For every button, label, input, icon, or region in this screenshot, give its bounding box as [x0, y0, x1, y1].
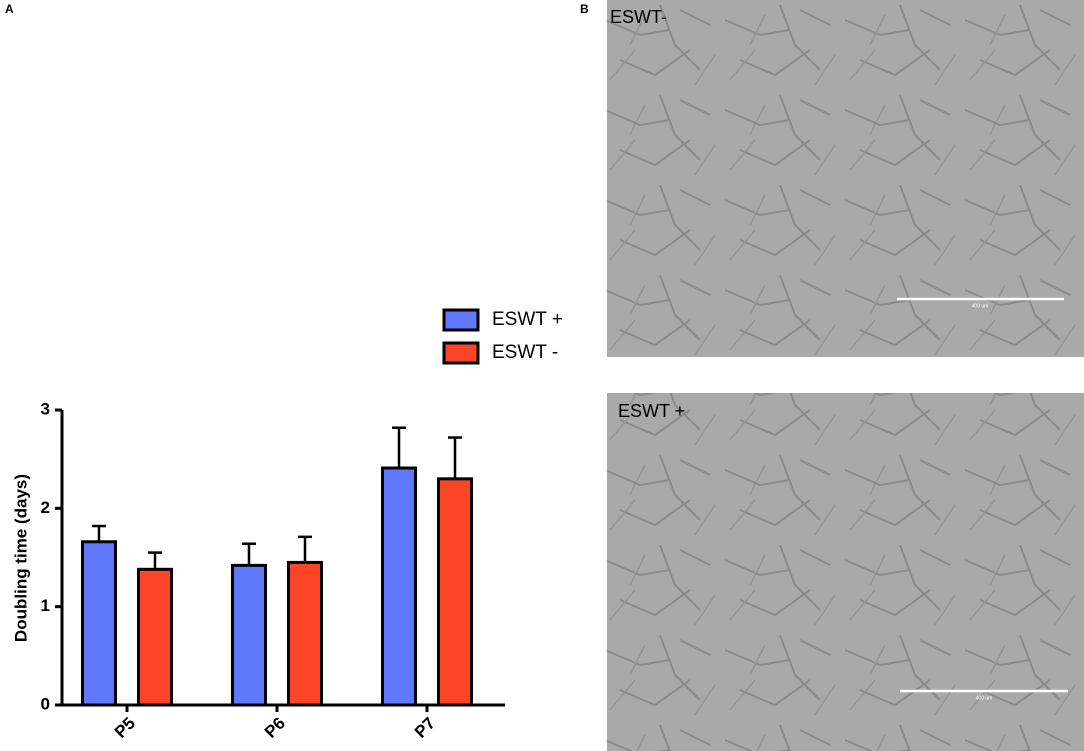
y-tick-label: 0	[41, 694, 50, 713]
bar	[437, 477, 473, 707]
y-tick-label: 2	[41, 498, 50, 517]
y-tick-label: 3	[41, 399, 50, 418]
x-tick-label: P7	[411, 714, 439, 742]
micrograph	[607, 393, 1084, 751]
x-tick-label: P5	[111, 714, 139, 742]
legend-swatch	[442, 341, 480, 365]
legend-label: ESWT +	[492, 309, 563, 330]
scale-label: 400 um	[972, 303, 989, 309]
panel-label: A	[5, 2, 14, 16]
bar	[287, 560, 323, 707]
legend-swatch	[442, 308, 480, 332]
bar	[381, 466, 417, 707]
y-tick-label: 1	[41, 596, 50, 615]
panel-label: B	[580, 2, 589, 16]
image-label: ESWT-	[610, 7, 667, 27]
image-label: ESWT +	[618, 401, 685, 421]
micrograph	[607, 0, 1084, 357]
bar	[231, 563, 267, 707]
bar	[81, 540, 117, 707]
x-tick-label: P6	[261, 714, 289, 742]
bar	[137, 567, 173, 707]
scale-label: 400 um	[976, 695, 993, 701]
legend-label: ESWT -	[492, 342, 558, 363]
y-axis-label: Doubling time (days)	[11, 474, 30, 642]
